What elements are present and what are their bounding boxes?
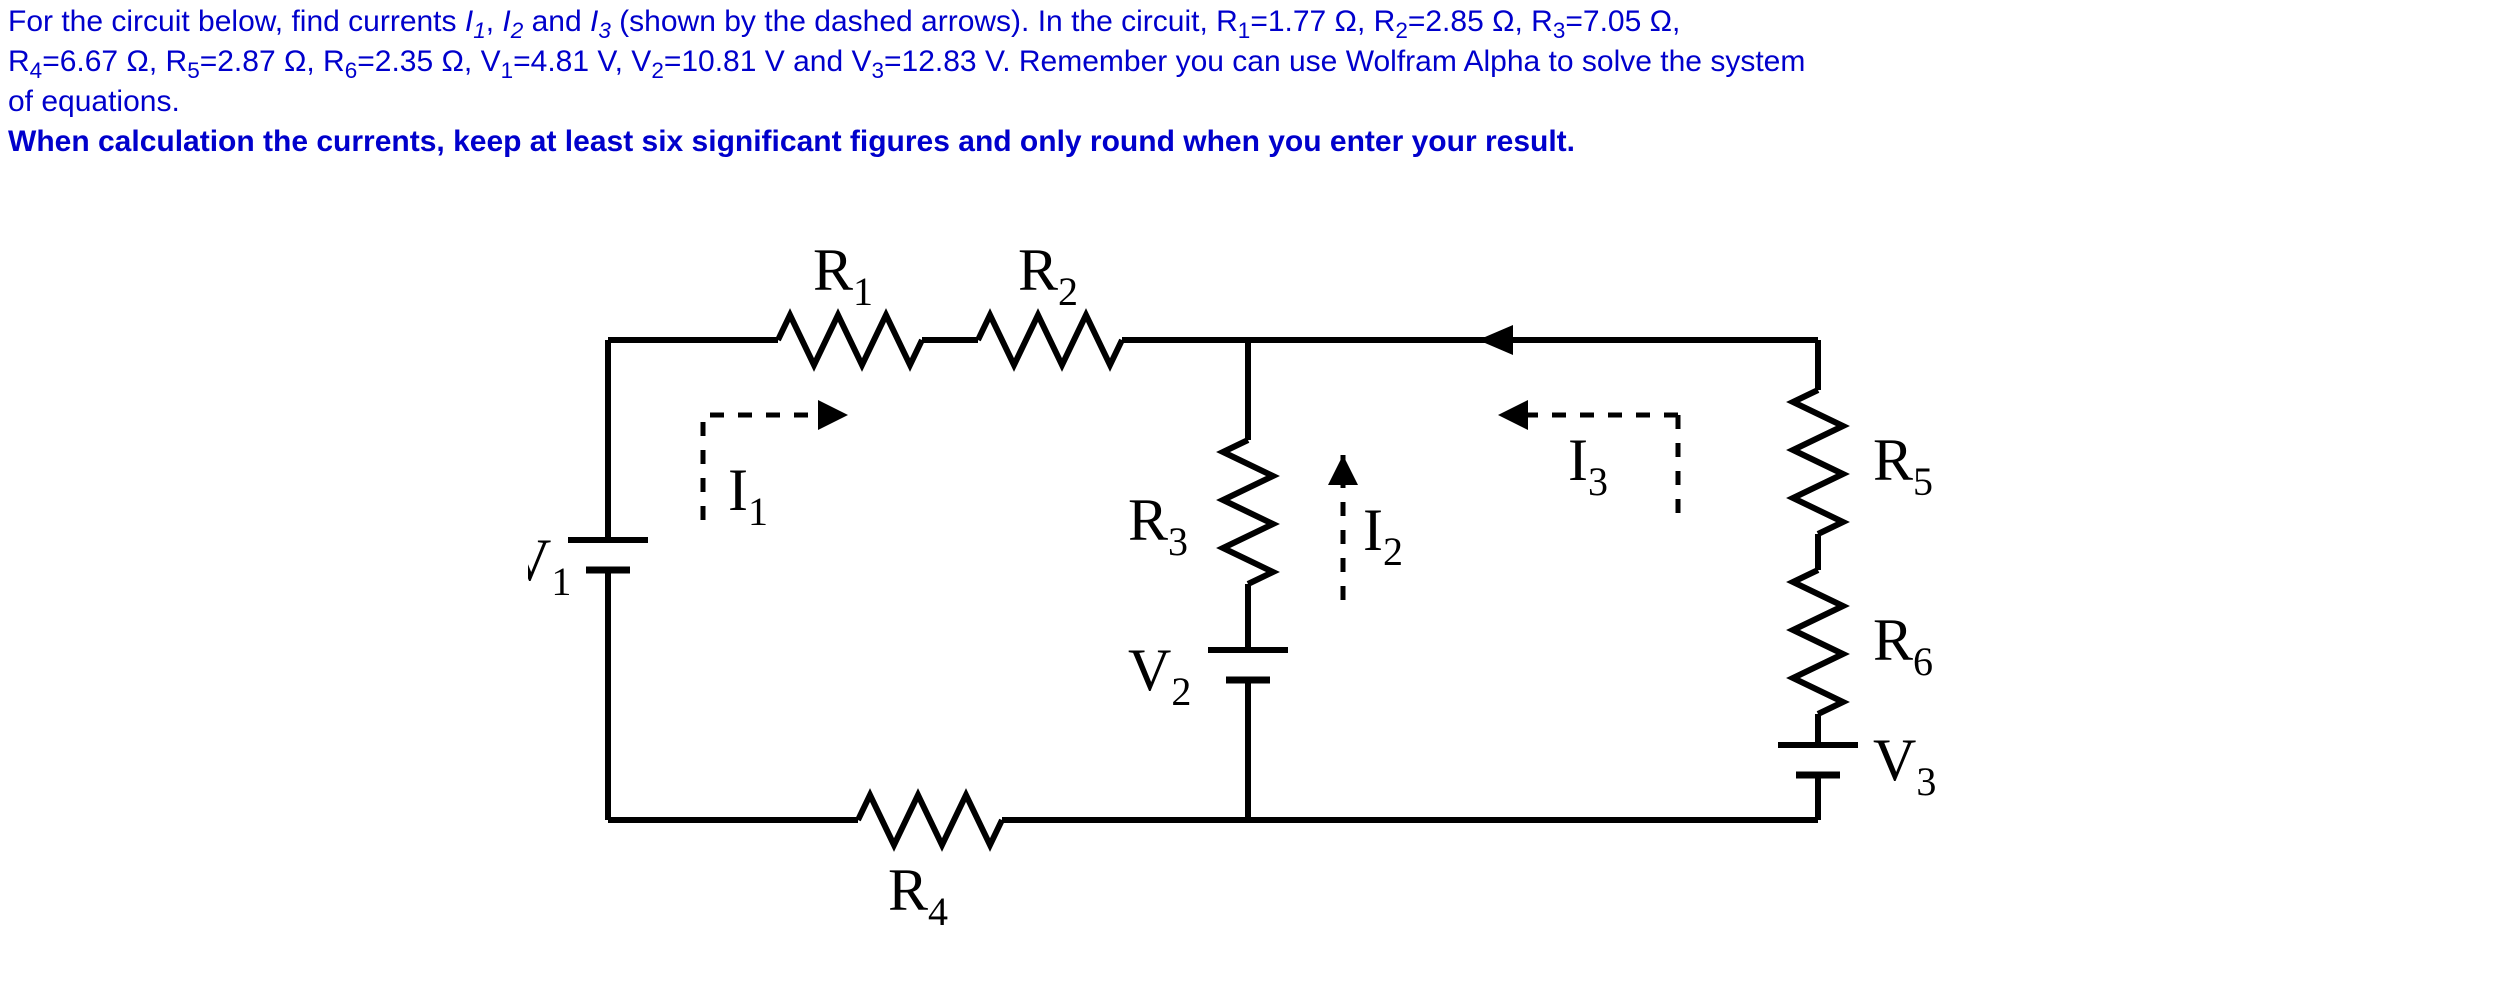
label-r4: R4 <box>888 857 948 934</box>
label-r1: R1 <box>813 237 873 314</box>
label-r5: R5 <box>1873 427 1933 504</box>
problem-instruction: When calculation the currents, keep at l… <box>8 124 2504 160</box>
label-i1: I1 <box>728 457 768 534</box>
label-i2: I2 <box>1363 497 1403 574</box>
label-i3: I3 <box>1568 427 1608 504</box>
problem-statement: For the circuit below, find currents I1,… <box>8 4 2504 120</box>
label-v2: V2 <box>1128 637 1191 714</box>
label-r2: R2 <box>1018 237 1078 314</box>
circuit-diagram: R1 R2 R3 R4 R5 R6 V1 V2 V3 I1 I2 I3 <box>528 180 2504 960</box>
label-r6: R6 <box>1873 607 1933 684</box>
label-v1: V1 <box>528 527 571 604</box>
label-v3: V3 <box>1873 727 1936 804</box>
label-r3: R3 <box>1128 487 1188 564</box>
